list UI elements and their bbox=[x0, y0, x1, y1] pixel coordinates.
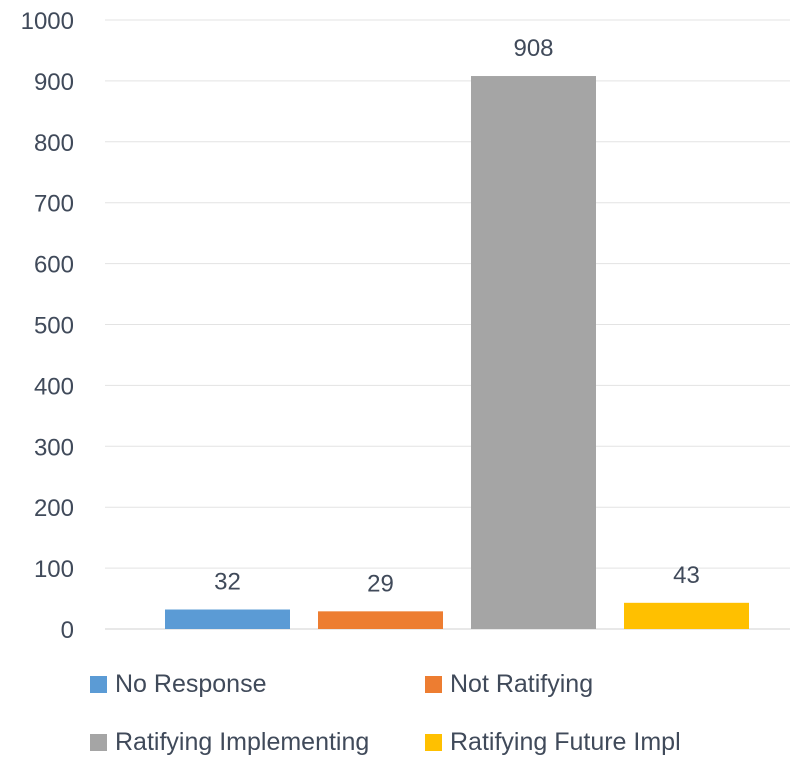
data-label: 43 bbox=[673, 562, 700, 589]
y-tick-label: 400 bbox=[34, 373, 74, 400]
y-tick-label: 600 bbox=[34, 252, 74, 279]
y-tick-label: 800 bbox=[34, 130, 74, 157]
legend-label: Not Ratifying bbox=[450, 670, 594, 698]
data-label: 32 bbox=[214, 569, 241, 596]
legend-label: Ratifying Future Impl bbox=[450, 728, 681, 756]
legend-swatch bbox=[425, 734, 442, 751]
gridlines bbox=[105, 19, 790, 630]
y-tick-label: 300 bbox=[34, 434, 74, 461]
y-tick-label: 1000 bbox=[21, 8, 74, 35]
legend-item-not-ratifying: Not Ratifying bbox=[425, 670, 593, 699]
legend-swatch bbox=[90, 734, 107, 751]
bar-ratifying-future-impl bbox=[624, 602, 749, 629]
data-label: 29 bbox=[367, 570, 394, 597]
legend-item-no-response: No Response bbox=[90, 670, 266, 699]
data-labels: 32 29 908 43 bbox=[214, 35, 700, 597]
y-tick-label: 900 bbox=[34, 69, 74, 96]
y-tick-label: 0 bbox=[61, 617, 74, 644]
bar-ratifying-implementing bbox=[471, 76, 596, 629]
y-axis-tick-labels: 0 100 200 300 400 500 600 700 800 900 1000 bbox=[21, 8, 74, 644]
legend-label: Ratifying Implementing bbox=[115, 728, 370, 756]
bar-not-ratifying bbox=[318, 611, 443, 629]
legend-swatch bbox=[425, 676, 442, 693]
bar-chart: 0 100 200 300 400 500 600 700 800 900 1000 32 29 908… bbox=[21, 8, 790, 644]
bar-no-response bbox=[165, 609, 290, 629]
y-tick-label: 200 bbox=[34, 495, 74, 522]
legend-swatch bbox=[90, 676, 107, 693]
bars bbox=[165, 76, 749, 629]
y-tick-label: 100 bbox=[34, 556, 74, 583]
legend-item-ratifying-implementing: Ratifying Implementing bbox=[90, 728, 369, 757]
y-tick-label: 700 bbox=[34, 191, 74, 218]
legend-item-ratifying-future-impl: Ratifying Future Impl bbox=[425, 728, 681, 757]
data-label: 908 bbox=[513, 35, 553, 62]
legend-label: No Response bbox=[115, 670, 267, 698]
y-tick-label: 500 bbox=[34, 313, 74, 340]
